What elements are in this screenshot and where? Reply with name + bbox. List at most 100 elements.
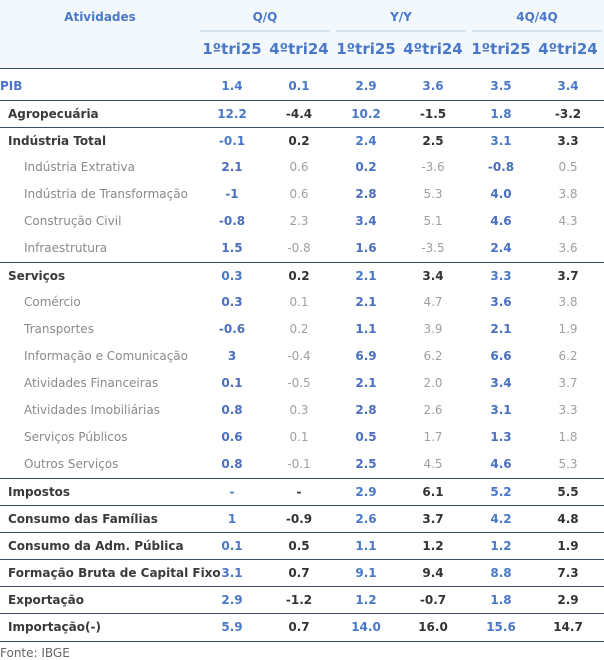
row-value: 1.1 [355, 322, 377, 336]
row-value: 3.6 [490, 295, 512, 309]
table-row: Atividades Imobiliárias 0.8 0.3 2.8 2.6 3.1 3.… [0, 397, 604, 424]
table-row: Infraestrutura 1.5 -0.8 1.6 -3.5 2.4 3.6 [0, 235, 604, 262]
table-row: Agropecuária 12.2 -4.4 10.2 -1.5 1.8 -3.2 [0, 100, 604, 128]
table-row: Construção Civil -0.8 2.3 3.4 5.1 4.6 4.3 [0, 208, 604, 235]
row-label: Indústria Extrativa [24, 160, 135, 174]
group-underline-4q4q [472, 30, 602, 32]
row-label: Importação(-) [8, 620, 101, 634]
row-value: - [229, 485, 235, 499]
row-value: 3.6 [422, 79, 444, 93]
row-value: 3.4 [422, 269, 444, 283]
row-value: -3.6 [421, 160, 445, 174]
row-value: 3.7 [557, 269, 579, 283]
row-value: 0.7 [288, 620, 310, 634]
row-value: 1.9 [557, 539, 579, 553]
table-row: Transportes -0.6 0.2 1.1 3.9 2.1 1.9 [0, 316, 604, 343]
row-label: Formação Bruta de Capital Fixo [8, 566, 221, 580]
row-value: -1.5 [419, 107, 447, 121]
row-value: 0.6 [289, 160, 309, 174]
row-value: 2.1 [355, 295, 377, 309]
table-row: Consumo da Adm. Pública 0.1 0.5 1.1 1.2 1.2 1.… [0, 532, 604, 560]
row-value: 0.1 [288, 79, 310, 93]
row-value: -0.1 [287, 457, 311, 471]
row-value: 12.2 [217, 107, 247, 121]
group-underline-yy [336, 30, 466, 32]
row-value: 1.3 [490, 430, 512, 444]
row-value: 9.4 [422, 566, 444, 580]
row-value: 2.5 [355, 457, 377, 471]
row-value: 6.2 [423, 349, 443, 363]
table-row: Atividades Financeiras 0.1 -0.5 2.1 2.0 3.4 3.… [0, 370, 604, 397]
group-header-4q4q: 4Q/4Q [516, 10, 558, 24]
row-value: 0.6 [289, 187, 309, 201]
row-value: 3.8 [558, 295, 578, 309]
column-header-atividades: Atividades [64, 10, 136, 24]
table-row: Comércio 0.3 0.1 2.1 4.7 3.6 3.8 [0, 289, 604, 316]
row-value: 3.3 [558, 403, 578, 417]
row-label: Indústria de Transformação [24, 187, 188, 201]
row-label: Informação e Comunicação [24, 349, 188, 363]
row-value: 7.3 [557, 566, 579, 580]
row-value: 2.9 [355, 79, 377, 93]
row-value: 2.1 [490, 322, 512, 336]
row-value: 3.9 [423, 322, 443, 336]
row-value: 16.0 [418, 620, 448, 634]
row-label: Consumo das Famílias [8, 512, 158, 526]
row-value: 0.2 [289, 322, 309, 336]
row-label: Atividades Imobiliárias [24, 403, 160, 417]
row-value: -0.8 [487, 160, 515, 174]
row-value: 3.4 [490, 376, 512, 390]
row-value: 1.8 [490, 107, 512, 121]
row-label: Serviços Públicos [24, 430, 128, 444]
row-value: 2.0 [423, 376, 443, 390]
row-value: 6.1 [422, 485, 444, 499]
row-value: 0.6 [221, 430, 243, 444]
row-value: - [296, 485, 302, 499]
row-value: 1.2 [422, 539, 444, 553]
row-value: -0.7 [419, 593, 447, 607]
table-row: Importação(-) 5.9 0.7 14.0 16.0 15.6 14.7 [0, 613, 604, 642]
table-row: Exportação 2.9 -1.2 1.2 -0.7 1.8 2.9 [0, 586, 604, 614]
row-value: 0.3 [221, 269, 243, 283]
row-value: 0.1 [221, 376, 243, 390]
row-value: 10.2 [351, 107, 381, 121]
row-value: 2.1 [355, 376, 377, 390]
row-value: 1.8 [490, 593, 512, 607]
group-underline-qq [200, 30, 330, 32]
row-value: 0.1 [289, 430, 309, 444]
period-header: 4ºtri24 [538, 40, 598, 58]
row-value: 0.3 [289, 403, 309, 417]
row-label: Infraestrutura [24, 241, 108, 255]
row-value: 4.0 [490, 187, 512, 201]
source-note: Fonte: IBGE [0, 646, 70, 660]
row-value: 2.6 [423, 403, 443, 417]
row-value: 2.5 [422, 134, 444, 148]
row-value: -4.4 [285, 107, 313, 121]
row-value: 3.7 [422, 512, 444, 526]
row-value: -0.8 [218, 214, 246, 228]
table-row: Informação e Comunicação 3 -0.4 6.9 6.2 6.6 6.… [0, 343, 604, 370]
table-row: Indústria de Transformação -1 0.6 2.8 5.3 4.0… [0, 181, 604, 208]
row-value: 2.1 [355, 269, 377, 283]
row-label: Construção Civil [24, 214, 122, 228]
header-row-groups [0, 0, 604, 32]
row-value: 2.4 [490, 241, 512, 255]
row-value: 0.2 [288, 269, 310, 283]
table-row: Formação Bruta de Capital Fixo 3.1 0.7 9.1 9… [0, 559, 604, 587]
row-value: 1.2 [355, 593, 377, 607]
row-label: Atividades Financeiras [24, 376, 159, 390]
row-value: 4.6 [490, 457, 512, 471]
row-value: 2.9 [355, 485, 377, 499]
row-value: 4.8 [557, 512, 579, 526]
row-value: -0.1 [218, 134, 246, 148]
row-value: 1.8 [558, 430, 578, 444]
row-label: Impostos [8, 485, 71, 499]
row-value: 3.7 [558, 376, 578, 390]
row-value: 1.4 [221, 79, 243, 93]
group-header-qq: Q/Q [252, 10, 278, 24]
table-row: Impostos - - 2.9 6.1 5.2 5.5 [0, 478, 604, 506]
row-value: 3.6 [558, 241, 578, 255]
row-value: -3.5 [421, 241, 445, 255]
row-value: 0.5 [558, 160, 578, 174]
row-value: -1 [225, 187, 239, 201]
